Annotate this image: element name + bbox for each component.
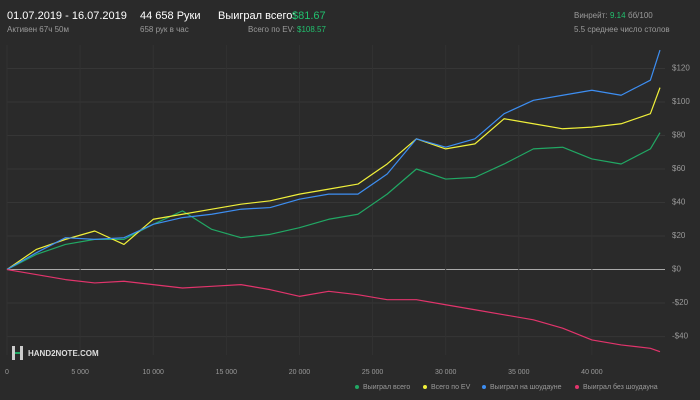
logo-icon bbox=[15, 352, 20, 354]
y-tick-label: $100 bbox=[672, 97, 690, 106]
x-tick-label: 25 000 bbox=[362, 369, 384, 376]
y-tick-label: $120 bbox=[672, 64, 690, 73]
ev-value: $108.57 bbox=[297, 25, 326, 34]
legend-label: Всего по EV bbox=[431, 384, 471, 391]
x-tick-label: 20 000 bbox=[289, 369, 311, 376]
legend-marker bbox=[575, 385, 579, 389]
logo-icon bbox=[20, 346, 23, 360]
legend-marker bbox=[355, 385, 359, 389]
series-line bbox=[6, 49, 661, 271]
logo: HAND2NOTE.COM bbox=[28, 349, 99, 358]
winrate-unit: бб/100 bbox=[628, 11, 653, 20]
series-line bbox=[6, 87, 661, 271]
y-tick-label: -$40 bbox=[672, 332, 689, 341]
legend-label: Выиграл без шоудауна bbox=[583, 383, 658, 391]
hands-per-hour: 658 рук в час bbox=[140, 25, 189, 34]
x-tick-label: 15 000 bbox=[216, 369, 238, 376]
x-tick-label: 40 000 bbox=[581, 369, 603, 376]
legend-marker bbox=[482, 385, 486, 389]
period: 01.07.2019 - 16.07.2019 bbox=[7, 10, 127, 22]
x-tick-label: 5 000 bbox=[71, 369, 89, 376]
y-tick-label: $0 bbox=[672, 265, 681, 274]
tables: 5.5 среднее число столов bbox=[574, 25, 670, 34]
y-tick-label: $60 bbox=[672, 164, 686, 173]
series-line bbox=[6, 268, 661, 353]
x-tick-label: 10 000 bbox=[143, 369, 165, 376]
legend-marker bbox=[423, 385, 427, 389]
won-value: $81.67 bbox=[292, 10, 326, 22]
active-time: Активен 67ч 50м bbox=[7, 25, 69, 34]
logo-icon bbox=[12, 346, 15, 360]
y-tick-label: -$20 bbox=[672, 298, 689, 307]
y-tick-label: $20 bbox=[672, 231, 686, 240]
winrate-value: 9.14 bbox=[610, 11, 626, 20]
series-line bbox=[6, 132, 661, 271]
x-tick-label: 35 000 bbox=[508, 369, 530, 376]
legend-label: Выиграл на шоудауне bbox=[490, 384, 562, 391]
winrate-label: Винрейт: bbox=[574, 11, 607, 20]
y-tick-label: $40 bbox=[672, 198, 686, 207]
legend-label: Выиграл всего bbox=[363, 384, 410, 391]
won-label: Выиграл всего: bbox=[218, 10, 295, 22]
x-tick-label: 30 000 bbox=[435, 369, 457, 376]
ev-label: Всего по EV: bbox=[248, 25, 295, 34]
y-tick-label: $80 bbox=[672, 131, 686, 140]
hands: 44 658 Руки bbox=[140, 10, 201, 22]
x-tick-label: 0 bbox=[5, 369, 9, 376]
